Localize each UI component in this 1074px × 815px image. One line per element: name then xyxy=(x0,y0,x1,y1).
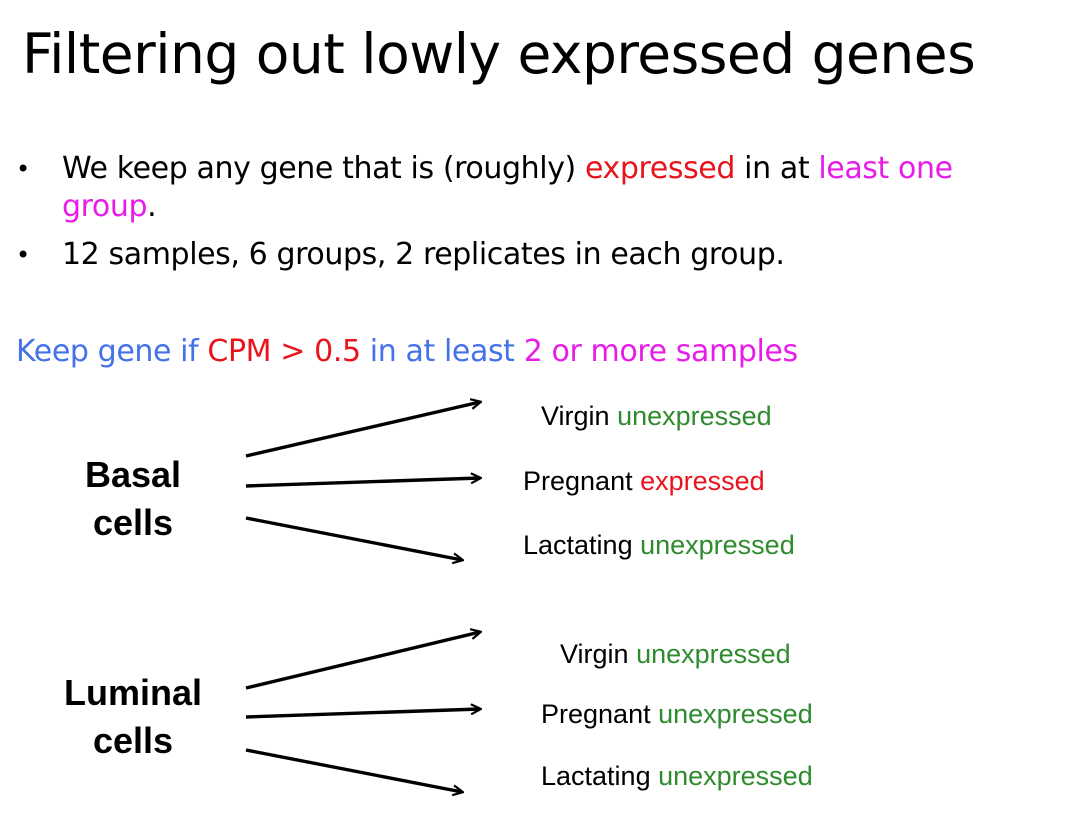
rule-part: Keep gene if xyxy=(16,334,208,369)
status-basal-virgin: Virgin unexpressed xyxy=(541,400,772,432)
bullet-text-part: in at xyxy=(735,151,819,186)
status-label: unexpressed xyxy=(636,639,791,669)
arrow-luminal-virgin xyxy=(245,632,480,690)
arrow-basal-pregnant xyxy=(245,478,480,488)
slide-title: Filtering out lowly expressed genes xyxy=(22,22,976,86)
stage-label: Lactating xyxy=(541,761,651,791)
bullet-dot-icon: • xyxy=(16,241,31,269)
status-luminal-pregnant: Pregnant unexpressed xyxy=(541,698,813,730)
status-label: unexpressed xyxy=(658,761,813,791)
group-label-line: Luminal xyxy=(63,672,202,713)
group-label-basal: Basal cells xyxy=(60,451,206,547)
arrow-basal-virgin xyxy=(245,402,480,458)
filter-rule: Keep gene if CPM > 0.5 in at least 2 or … xyxy=(16,332,798,372)
rule-part: in at least xyxy=(360,334,524,369)
bullet-text: We keep any gene that is (roughly) expre… xyxy=(62,150,1052,226)
stage-label: Virgin xyxy=(541,401,610,431)
bullet-text-part: . xyxy=(147,189,157,224)
status-luminal-virgin: Virgin unexpressed xyxy=(560,638,791,670)
stage-label: Lactating xyxy=(523,530,633,560)
status-luminal-lactating: Lactating unexpressed xyxy=(541,760,813,792)
status-label: unexpressed xyxy=(617,401,772,431)
arrow-basal-lactating xyxy=(245,516,462,560)
highlight-least-one-group: least one group xyxy=(62,151,953,224)
rule-threshold: CPM > 0.5 xyxy=(207,334,361,369)
stage-label: Pregnant xyxy=(523,466,633,496)
stage-label: Pregnant xyxy=(541,699,651,729)
status-label: unexpressed xyxy=(658,699,813,729)
group-label-luminal: Luminal cells xyxy=(52,669,214,765)
highlight-expressed: expressed xyxy=(584,151,736,186)
group-label-line: Basal xyxy=(84,454,182,495)
status-label: expressed xyxy=(640,466,765,496)
group-label-line: cells xyxy=(92,502,174,543)
status-label: unexpressed xyxy=(640,530,795,560)
status-basal-pregnant: Pregnant expressed xyxy=(523,465,765,497)
status-basal-lactating: Lactating unexpressed xyxy=(523,529,795,561)
stage-label: Virgin xyxy=(560,639,629,669)
rule-min-samples: 2 or more samples xyxy=(523,334,798,369)
arrow-luminal-pregnant xyxy=(245,709,480,719)
arrow-luminal-lactating xyxy=(245,748,462,792)
bullet-dot-icon: • xyxy=(16,155,31,183)
group-label-line: cells xyxy=(92,720,174,761)
bullet-text: 12 samples, 6 groups, 2 replicates in ea… xyxy=(62,237,785,272)
bullet-text-part: We keep any gene that is (roughly) xyxy=(62,151,585,186)
